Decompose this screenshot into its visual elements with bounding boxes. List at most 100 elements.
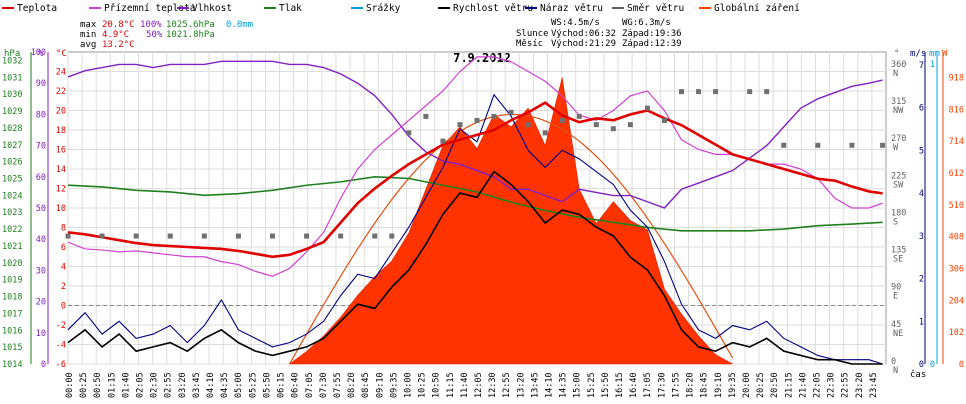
radiation-tick-label: 918	[949, 74, 964, 84]
wind-direction-point	[627, 122, 633, 128]
x-tick-label: 09:10	[375, 372, 385, 398]
temperature-tick-label: 0	[61, 302, 66, 312]
temperature-tick-label: 12	[56, 185, 66, 195]
wind-direction-point	[235, 233, 241, 239]
x-tick-label: 15:50	[601, 372, 611, 398]
legend-label: Náraz větru	[540, 3, 603, 14]
x-tick-label: 21:15	[784, 372, 794, 398]
legend-item-globalni-zareni: Globální záření	[699, 3, 800, 14]
wind-direction-point	[781, 142, 787, 148]
x-tick-label: 02:30	[150, 372, 160, 398]
wind-tick-label: 0	[919, 360, 924, 370]
pressure-tick-label: 1022	[2, 225, 22, 235]
stats-block: max 20.8°C 100% 1025.6hPa 0.0mm min 4.9°…	[80, 20, 253, 50]
temperature-tick-label: 16	[56, 146, 66, 156]
direction-tick-label: 180	[891, 208, 906, 218]
x-tick-label: 11:15	[446, 372, 456, 398]
stat-min-press: 1021.8hPa	[166, 30, 215, 40]
wind-direction-point	[457, 122, 463, 128]
wind-direction-point	[389, 233, 395, 239]
legend-item-teplota: Teplota	[2, 3, 57, 14]
x-axis: 00:00 00:25 00:50 01:15 01:40 02:05 02:30 02:55…	[65, 372, 879, 398]
wind-direction-point	[491, 113, 497, 119]
humidity-tick-label: 30	[36, 266, 46, 276]
x-tick-label: 08:45	[361, 372, 371, 398]
x-tick-label: 16:40	[629, 372, 639, 398]
pressure-tick-label: 1016	[2, 326, 22, 336]
x-tick-label: 16:15	[615, 372, 625, 398]
wind-direction-point	[474, 118, 480, 124]
x-tick-label: 20:50	[770, 372, 780, 398]
right-axes: 360N315NW270W225SW180S135SE90E45NE0N7654…	[891, 52, 964, 376]
legend-label: Srážky	[366, 3, 401, 14]
pressure-tick-label: 1025	[2, 174, 22, 184]
wind-direction-point	[713, 89, 719, 95]
wind-direction-point	[372, 233, 378, 239]
x-tick-label: 12:55	[502, 372, 512, 398]
temperature-tick-label: 14	[56, 165, 66, 175]
x-tick-label: 07:05	[305, 372, 315, 398]
x-tick-label: 13:20	[516, 372, 526, 398]
x-tick-label: 17:05	[643, 372, 653, 398]
pressure-tick-label: 1019	[2, 276, 22, 286]
wind-direction-point	[696, 89, 702, 95]
legend-item-vlhkost: Vlhkost	[177, 3, 232, 14]
legend-item-smer-vetru: Směr větru	[612, 3, 684, 14]
radiation-tick-label: 204	[949, 296, 964, 306]
legend-item-srazky: Srážky	[351, 3, 401, 14]
x-tick-label: 00:00	[65, 372, 75, 398]
humidity-tick-label: 60	[36, 173, 46, 183]
legend-item-naraz-vetru: Náraz větru	[525, 3, 603, 14]
chart-title: 7.9.2012	[453, 51, 511, 65]
stat-max-rain: 0.0mm	[226, 20, 253, 30]
wind-direction-point	[304, 233, 310, 239]
pressure-tick-label: 1027	[2, 141, 22, 151]
wind-tick-label: 7	[919, 61, 924, 71]
legend-item-prizemni-teplota: Přízemní teplota	[89, 3, 196, 14]
unit-direction: °	[894, 49, 899, 59]
stat-avg-temp: 13.2°C	[102, 40, 135, 50]
direction-tick-label: 135	[891, 246, 906, 256]
radiation-tick-label: 510	[949, 201, 964, 211]
x-tick-label: 10:00	[403, 372, 413, 398]
x-tick-label: 12:30	[488, 372, 498, 398]
sun-set: Západ:19:36	[622, 29, 682, 39]
temperature-tick-label: -4	[56, 341, 66, 351]
direction-tick-label: N	[893, 69, 898, 79]
x-tick-label: 22:30	[827, 372, 837, 398]
wind-direction-point	[406, 130, 412, 136]
stat-min-hum: 50%	[146, 30, 163, 40]
radiation-tick-label: 102	[949, 328, 964, 338]
series-line-teplota	[67, 101, 883, 259]
x-tick-label: 00:25	[79, 372, 89, 398]
x-tick-label: 01:15	[107, 372, 117, 398]
x-tick-label: 09:35	[389, 372, 399, 398]
wind-tick-label: 4	[919, 189, 924, 199]
temperature-tick-label: 22	[56, 87, 66, 97]
humidity-tick-label: 100	[31, 48, 46, 58]
stat-max-press: 1025.6hPa	[166, 20, 215, 30]
temperature-tick-label: -2	[56, 321, 66, 331]
rain-tick-label: 1	[930, 60, 935, 70]
x-tick-label: 14:10	[545, 372, 555, 398]
stat-max-hum: 100%	[140, 20, 162, 30]
wind-direction-point	[815, 142, 821, 148]
legend-label: Globální záření	[714, 3, 800, 14]
temperature-tick-label: 20	[56, 107, 66, 117]
wind-tick-label: 2	[919, 275, 924, 285]
x-tick-label: 05:00	[234, 372, 244, 398]
x-tick-label: 18:20	[686, 372, 696, 398]
humidity-tick-label: 0	[41, 360, 46, 370]
wind-gust-info: WG:6.3m/s	[622, 18, 671, 28]
temperature-tick-label: 2	[61, 282, 66, 292]
x-tick-label: 15:25	[587, 372, 597, 398]
wind-direction-point	[65, 233, 71, 239]
wind-direction-point	[576, 113, 582, 119]
wind-direction-point	[423, 113, 429, 119]
humidity-tick-label: 10	[36, 329, 46, 339]
legend-label: Teplota	[17, 3, 57, 14]
wind-direction-point	[593, 122, 599, 128]
x-tick-label: 06:15	[277, 372, 287, 398]
wind-direction-point	[338, 233, 344, 239]
stat-avg-label: avg	[80, 40, 96, 50]
